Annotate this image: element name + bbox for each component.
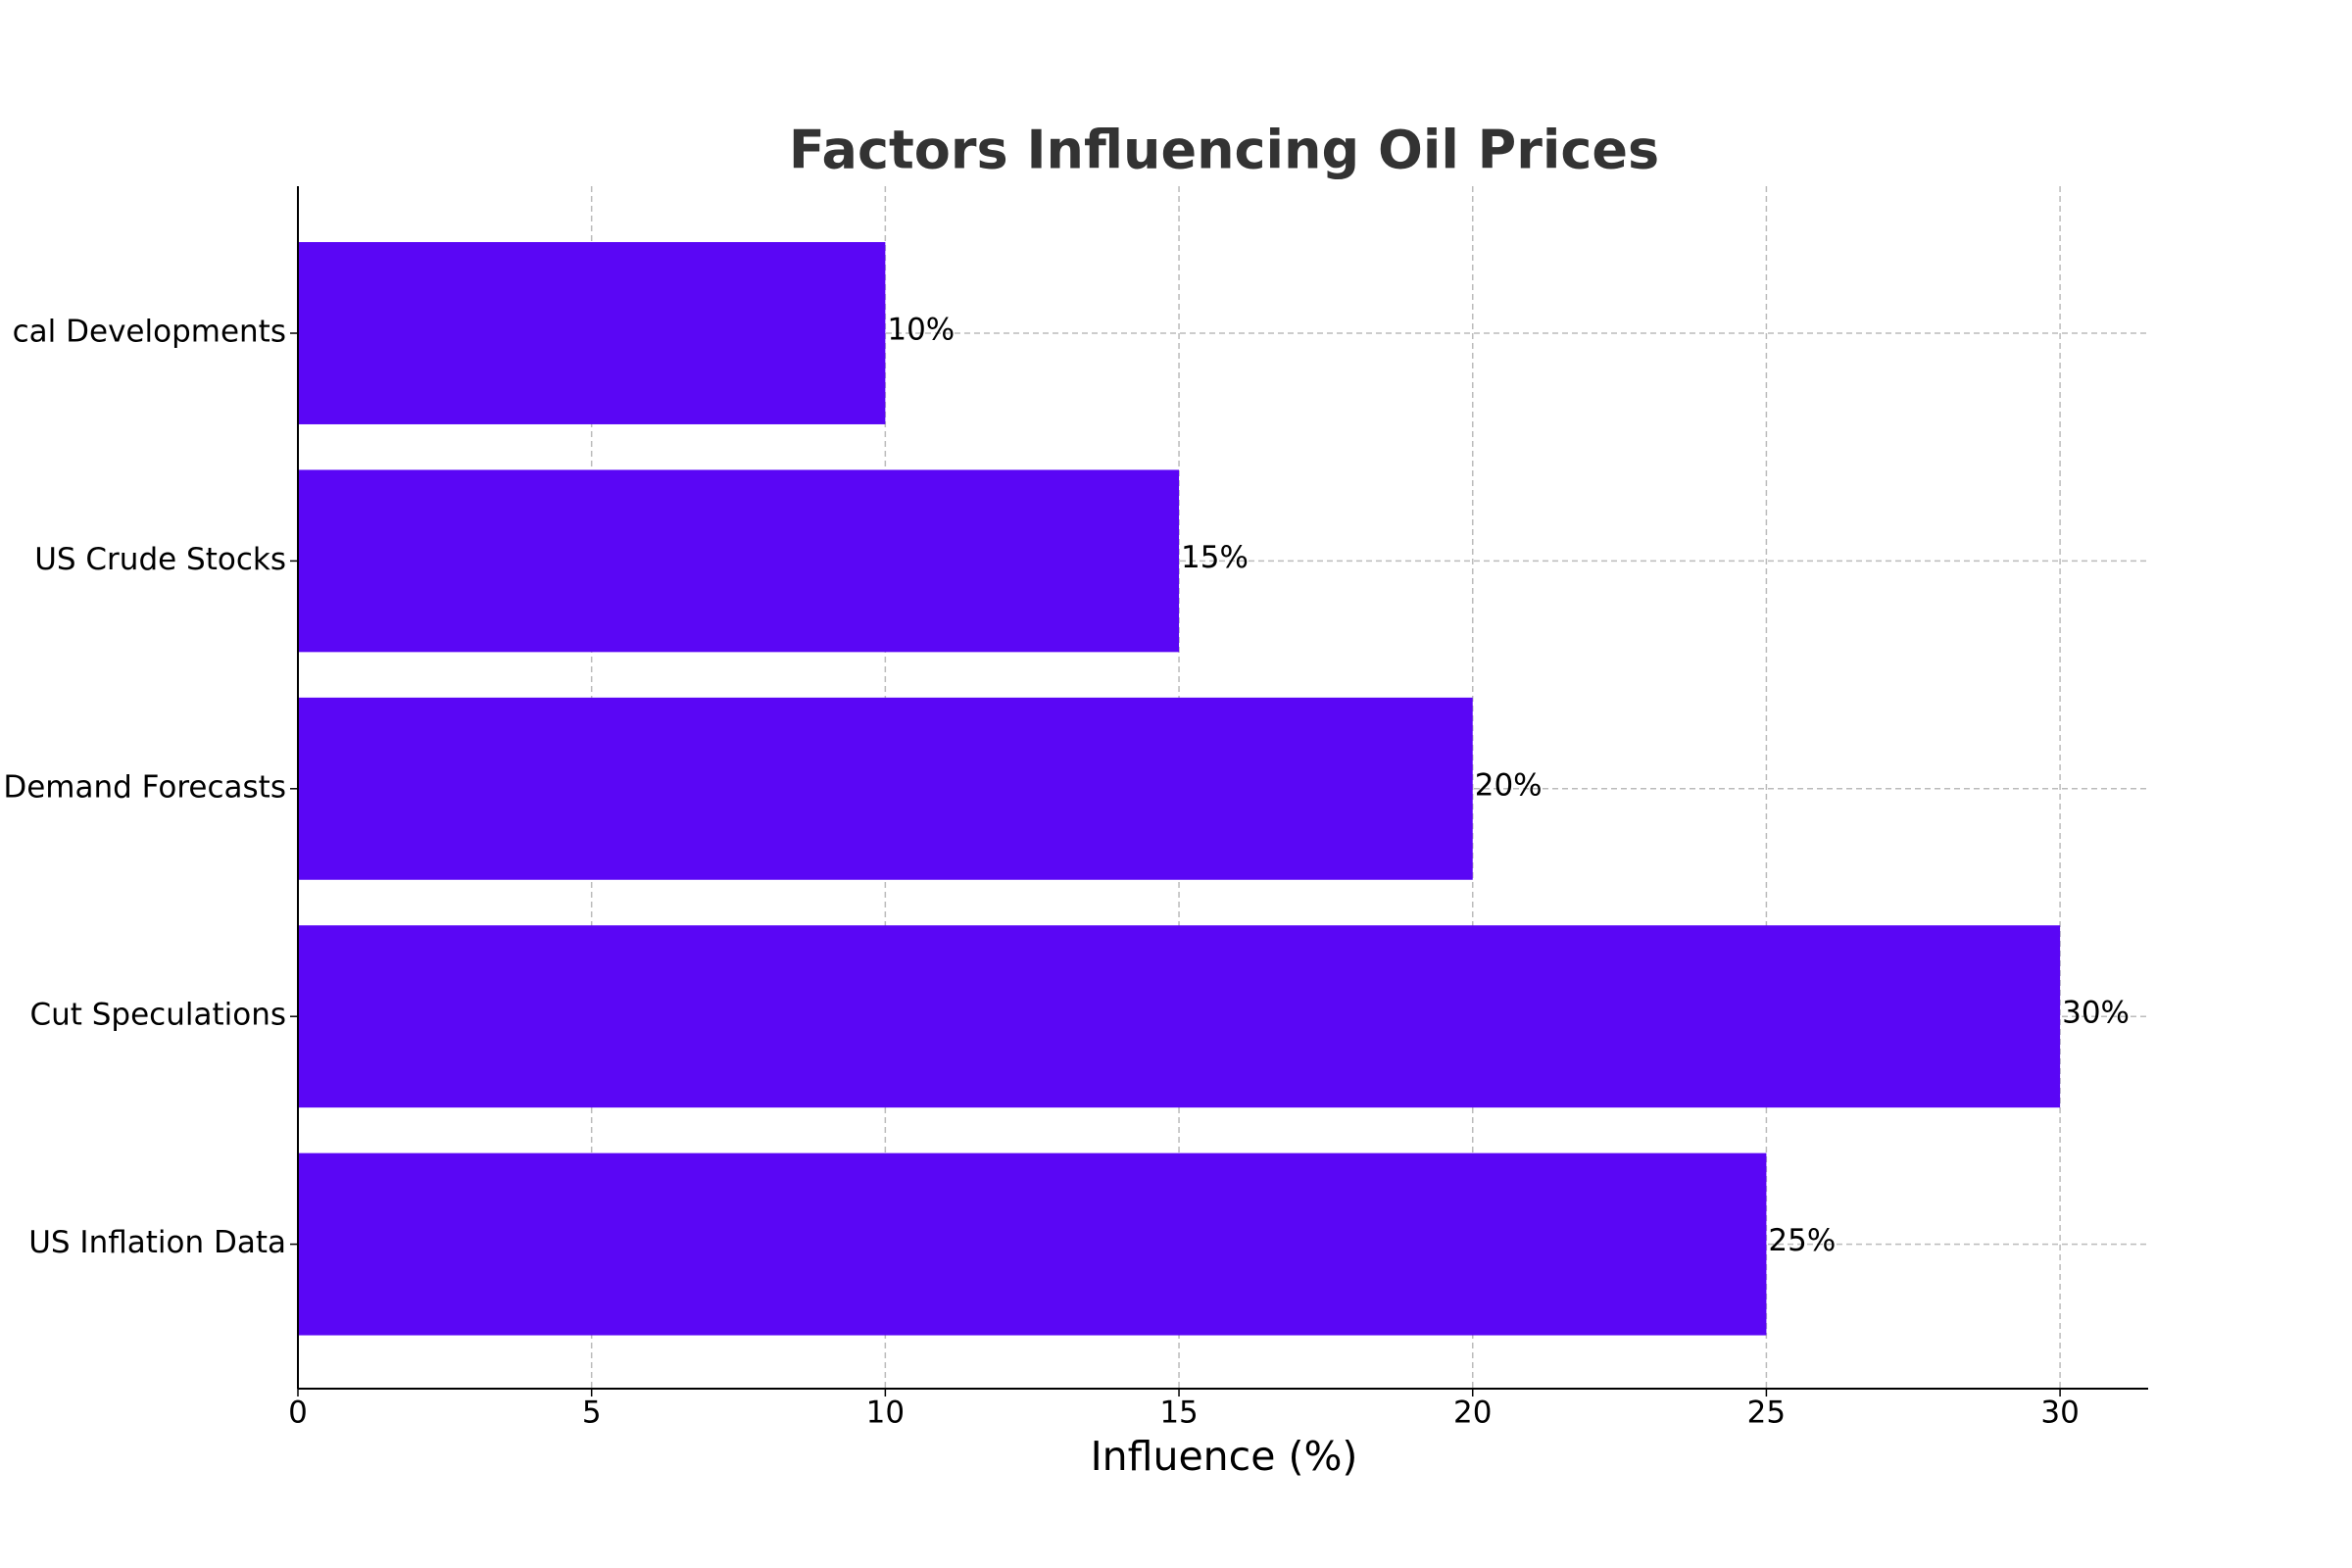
bar [298, 925, 2061, 1108]
bar [298, 469, 1180, 653]
x-tick-label: 10 [866, 1396, 905, 1431]
bar [298, 1152, 1767, 1336]
value-label: 10% [887, 313, 955, 348]
value-label: 25% [1768, 1223, 1836, 1258]
x-tick-label: 0 [288, 1396, 308, 1431]
x-tick-label: 25 [1747, 1396, 1786, 1431]
value-label: 30% [2062, 996, 2130, 1031]
y-tick-label: Cut Speculations [29, 998, 286, 1033]
x-axis-label: Influence (%) [1091, 1433, 1358, 1480]
x-tick-label: 20 [1453, 1396, 1492, 1431]
y-tick-label: US Inflation Data [28, 1225, 286, 1260]
bar [298, 242, 886, 424]
y-tick-label: Demand Forecasts [3, 769, 286, 805]
chart-title: Factors Influencing Oil Prices [789, 120, 1659, 181]
value-label: 20% [1475, 767, 1543, 803]
y-tick-label: cal Developments [13, 315, 286, 350]
value-label: 15% [1181, 540, 1249, 575]
bar [298, 697, 1473, 880]
x-tick-label: 15 [1159, 1396, 1198, 1431]
y-tick-label: US Crude Stocks [34, 542, 286, 577]
x-tick-label: 5 [582, 1396, 602, 1431]
x-tick-label: 30 [2040, 1396, 2079, 1431]
